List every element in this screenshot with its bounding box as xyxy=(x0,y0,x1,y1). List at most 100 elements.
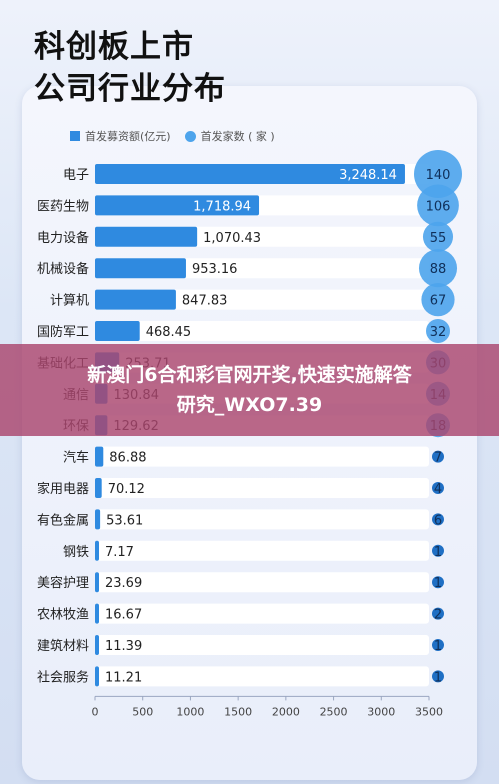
value-label: 86.88 xyxy=(109,451,146,466)
value-label: 1,718.94 xyxy=(193,199,251,214)
count-bubble xyxy=(418,249,458,288)
bar-track xyxy=(95,572,429,593)
bar xyxy=(95,321,140,341)
category-label: 美容护理 xyxy=(37,575,89,591)
bar xyxy=(95,635,99,655)
legend-bar-swatch xyxy=(70,131,80,141)
bar xyxy=(95,666,99,687)
count-label: 2 xyxy=(434,608,442,623)
count-bubble xyxy=(432,482,444,494)
count-label: 140 xyxy=(426,168,451,183)
value-label: 53.61 xyxy=(106,513,143,528)
bar-track xyxy=(95,635,429,655)
count-label: 6 xyxy=(434,513,442,528)
count-bubble xyxy=(432,450,444,463)
bar-track xyxy=(95,509,429,530)
x-tick-label: 1500 xyxy=(224,705,252,718)
category-label: 家用电器 xyxy=(37,481,89,497)
count-bubble xyxy=(421,282,455,317)
x-tick-label: 3500 xyxy=(415,705,443,718)
category-label: 计算机 xyxy=(50,294,89,309)
value-label: 1,070.43 xyxy=(203,231,261,246)
count-label: 106 xyxy=(426,199,451,214)
x-tick-label: 2000 xyxy=(272,705,300,718)
bar xyxy=(95,226,198,247)
banner-line-1: 新澳门6合和彩官网开奖,快速实施解答 xyxy=(87,364,412,386)
count-label: 1 xyxy=(434,670,442,685)
count-label: 7 xyxy=(434,451,442,466)
x-tick-label: 1000 xyxy=(176,705,204,718)
value-label: 70.12 xyxy=(108,482,145,497)
bar xyxy=(95,258,186,279)
bar-track xyxy=(95,478,429,498)
count-bubble xyxy=(432,544,444,557)
bar-track xyxy=(95,321,429,341)
title-line-1: 科创板上市 xyxy=(34,29,194,65)
x-tick-label: 0 xyxy=(92,705,99,718)
value-label: 468.45 xyxy=(146,325,192,340)
count-bubble xyxy=(414,150,462,198)
count-bubble xyxy=(422,221,454,252)
legend-bar-label: 首发募资额(亿元) xyxy=(85,130,171,143)
chart-title: 科创板上市 公司行业分布 xyxy=(34,26,464,110)
count-label: 1 xyxy=(434,576,442,591)
value-label: 847.83 xyxy=(182,294,228,309)
bar xyxy=(95,540,99,561)
value-label: 23.69 xyxy=(105,576,142,591)
bar-track xyxy=(95,540,429,561)
bar xyxy=(95,478,102,498)
banner-line-2: 研究_WXO7.39 xyxy=(176,394,323,416)
x-tick-label: 500 xyxy=(132,705,153,718)
value-label: 11.39 xyxy=(105,639,142,654)
legend-dot-label: 首发家数 ( 家 ) xyxy=(200,130,275,143)
category-label: 汽车 xyxy=(63,450,89,466)
count-bubble xyxy=(432,513,444,526)
category-label: 钢铁 xyxy=(63,545,89,560)
bar xyxy=(95,603,99,624)
bar-track xyxy=(95,603,429,624)
bar xyxy=(95,509,101,530)
count-label: 1 xyxy=(434,639,442,654)
count-label: 32 xyxy=(430,325,447,340)
x-tick-label: 2500 xyxy=(320,705,348,718)
count-bubble xyxy=(417,184,459,227)
bar-track xyxy=(95,289,429,310)
bar xyxy=(95,164,405,184)
value-label: 3,248.14 xyxy=(339,168,397,183)
value-label: 11.21 xyxy=(105,670,142,685)
value-label: 953.16 xyxy=(192,262,238,277)
bar xyxy=(95,289,176,310)
count-bubble xyxy=(432,639,444,651)
count-label: 4 xyxy=(434,482,442,497)
bar xyxy=(95,195,260,216)
category-label: 电子 xyxy=(63,168,89,183)
category-label: 国防军工 xyxy=(37,324,89,340)
count-label: 1 xyxy=(434,545,442,560)
value-label: 16.67 xyxy=(105,608,142,623)
category-label: 有色金属 xyxy=(37,512,89,528)
category-label: 机械设备 xyxy=(37,261,89,277)
category-label: 医药生物 xyxy=(37,199,89,214)
count-bubble xyxy=(432,576,444,589)
legend: 首发募资额(亿元) 首发家数 ( 家 ) xyxy=(70,128,275,144)
bar xyxy=(95,572,99,593)
value-label: 7.17 xyxy=(105,545,134,560)
title-line-2: 公司行业分布 xyxy=(34,71,226,107)
count-bubble xyxy=(432,607,444,620)
x-tick-label: 3000 xyxy=(367,705,395,718)
count-label: 55 xyxy=(430,231,447,246)
category-label: 建筑材料 xyxy=(37,638,89,654)
category-label: 社会服务 xyxy=(37,669,89,685)
legend-dot-swatch xyxy=(184,130,196,142)
bar-track xyxy=(95,666,429,687)
bar-track xyxy=(95,446,429,467)
count-bubble xyxy=(426,319,450,343)
count-bubble xyxy=(432,670,444,683)
category-label: 农林牧渔 xyxy=(37,608,89,623)
count-label: 67 xyxy=(430,294,447,309)
category-label: 电力设备 xyxy=(37,230,89,246)
count-label: 88 xyxy=(430,262,447,277)
overlay-banner: 新澳门6合和彩官网开奖,快速实施解答 研究_WXO7.39 xyxy=(0,344,499,436)
bar xyxy=(95,446,104,467)
